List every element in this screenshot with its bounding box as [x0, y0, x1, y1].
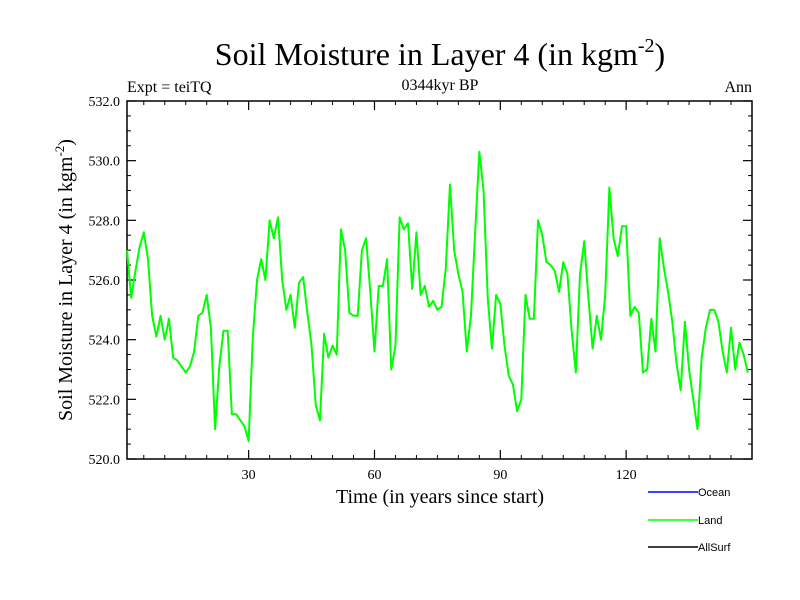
legend-label-land: Land: [698, 515, 722, 527]
y-tick-label: 532.0: [89, 95, 121, 110]
x-tick-label: 60: [367, 468, 381, 483]
y-tick-label: 524.0: [89, 334, 121, 349]
y-axis-label-superscript: -2: [52, 146, 67, 157]
chart-subtitle: 0344kyr BP: [402, 77, 479, 94]
y-axis-label: Soil Moisture in Layer 4 (in kgm-2): [52, 139, 77, 421]
season-label: Ann: [724, 79, 752, 96]
axis-ticks: 520.0 522.0 524.0 526.0 528.0 530.0 532.0 30 60 9…: [89, 95, 752, 483]
x-tick-label: 30: [242, 468, 256, 483]
chart-title-superscript: -2: [638, 35, 655, 57]
series-line-land: [126, 150, 749, 443]
experiment-label: Expt = teiTQ: [127, 79, 212, 96]
y-tick-label: 530.0: [89, 155, 121, 170]
y-tick-label: 528.0: [89, 214, 121, 229]
legend: Ocean Land AllSurf: [648, 487, 731, 554]
legend-label-ocean: Ocean: [698, 487, 730, 499]
y-tick-label: 526.0: [89, 274, 121, 289]
chart-title: Soil Moisture in Layer 4 (in kgm-2): [215, 35, 665, 72]
series-layer: [126, 150, 749, 443]
x-axis-label: Time (in years since start): [336, 486, 544, 508]
x-tick-label: 90: [493, 468, 507, 483]
y-tick-label: 520.0: [89, 453, 121, 468]
y-axis-label-close: ): [55, 139, 77, 146]
legend-label-allsurf: AllSurf: [698, 542, 731, 554]
chart-title-close: ): [655, 36, 666, 72]
y-tick-label: 522.0: [89, 393, 121, 408]
x-tick-label: 120: [616, 468, 637, 483]
